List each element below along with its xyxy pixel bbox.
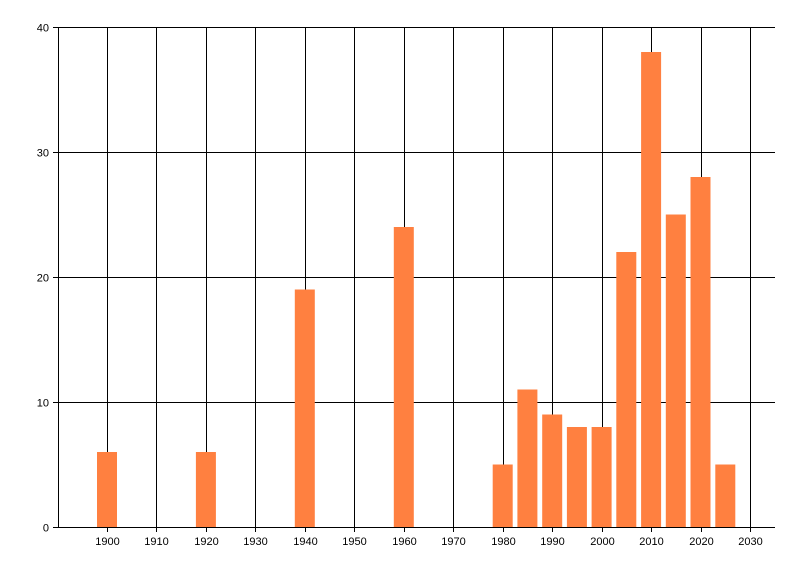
y-tick-label-20: 20: [37, 273, 49, 285]
bar-2010: [641, 52, 662, 527]
x-tick-label-2030: 2030: [738, 536, 762, 548]
bar-1960: [393, 227, 414, 527]
x-tick-label-1970: 1970: [441, 536, 465, 548]
x-tick-label-1920: 1920: [194, 536, 218, 548]
bar-2025: [715, 464, 736, 527]
x-tick-label-1990: 1990: [540, 536, 564, 548]
x-tick-label-1930: 1930: [243, 536, 267, 548]
x-tick-label-1910: 1910: [144, 536, 168, 548]
y-tick-label-30: 30: [37, 148, 49, 160]
bar-1985: [517, 389, 538, 527]
x-tick-label-1960: 1960: [392, 536, 416, 548]
bar-1980: [492, 464, 513, 527]
x-tick-label-2020: 2020: [689, 536, 713, 548]
x-tick-label-2010: 2010: [639, 536, 663, 548]
bar-1900: [97, 452, 117, 527]
x-axis-ticks: 1900 1910 1920 1930 1940 1950 1960 1970 1980 1990…: [95, 527, 763, 548]
y-tick-label-40: 40: [37, 23, 49, 35]
x-tick-label-1950: 1950: [342, 536, 366, 548]
bar-1940: [294, 289, 315, 527]
bars: [97, 52, 736, 527]
y-tick-label-10: 10: [37, 398, 49, 410]
bar-2005: [616, 252, 637, 527]
bar-2000: [591, 427, 612, 527]
bar-1920: [195, 452, 216, 527]
bar-2020: [690, 177, 711, 527]
y-tick-label-0: 0: [43, 523, 49, 535]
x-tick-label-1980: 1980: [491, 536, 515, 548]
bar-1995: [566, 427, 587, 527]
x-tick-label-1940: 1940: [293, 536, 317, 548]
y-axis-ticks: 0 10 20 30 40: [37, 23, 58, 535]
bar-2015: [665, 214, 686, 527]
x-tick-label-2000: 2000: [590, 536, 614, 548]
bar-1990: [542, 414, 563, 527]
axes: [58, 27, 775, 528]
x-tick-label-1900: 1900: [95, 536, 119, 548]
